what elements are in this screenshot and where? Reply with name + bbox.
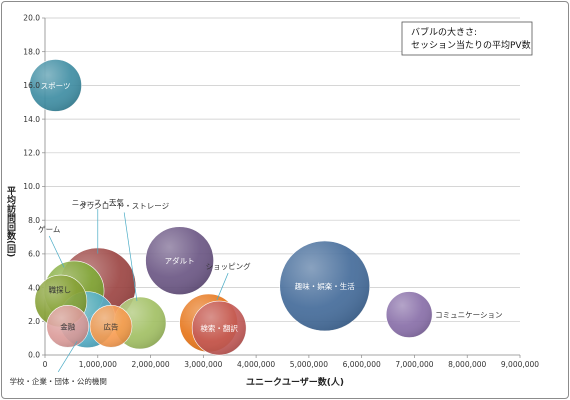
bubble-shine (89, 305, 132, 348)
bubble-label: 金融 (60, 321, 75, 331)
tick-labels: 0.0 2.0 4.0 6.0 8.0 10.0 12.0 14.0 16.0 18.0 20.0 0… (23, 14, 539, 369)
bubble-label: 職探し (49, 284, 71, 294)
x-tick-label: 2,000,000 (131, 360, 169, 369)
bubble-shine (46, 305, 89, 348)
callout-line (57, 341, 78, 373)
y-tick-label: 18.0 (23, 47, 40, 56)
bubble-size-note: バブルの大きさ: セッション当たりの平均PV数 (401, 21, 533, 56)
y-tick-label: 8.0 (28, 216, 40, 225)
bubble-label: スポーツ (41, 81, 71, 90)
x-tick-label: 5,000,000 (290, 360, 328, 369)
y-tick-label: 14.0 (23, 115, 40, 124)
bubble-label: 趣味・娯楽・生活 (295, 281, 355, 291)
note-box (401, 21, 533, 56)
y-tick-label: 20.0 (23, 14, 40, 23)
x-tick-label: 0 (43, 360, 48, 369)
bubble-shine (145, 226, 214, 295)
y-axis-title: 平均訪問回数(回) (5, 186, 16, 257)
x-axis-title: ユニークユーザー数(人) (246, 376, 344, 388)
callout-lines (48, 209, 229, 373)
note-line2: セッション当たりの平均PV数 (411, 39, 531, 51)
y-tick-label: 10.0 (23, 182, 40, 191)
x-tick-label: 8,000,000 (448, 360, 486, 369)
x-tick-label: 1,000,000 (79, 360, 117, 369)
bubble-label: ニュース・天気 (72, 197, 125, 207)
bubble-shine (279, 240, 370, 331)
x-tick-label: 9,000,000 (501, 360, 539, 369)
bubble-label: ゲーム (38, 225, 60, 234)
y-tick-label: 6.0 (28, 250, 40, 259)
bubble-label: コミュニケーション (435, 311, 502, 320)
x-tick-label: 4,000,000 (237, 360, 275, 369)
y-tick-label: 12.0 (23, 149, 40, 158)
bubble-label: ダウンロード・ストレージ (79, 200, 169, 210)
callout-line (216, 272, 229, 300)
x-tick-label: 7,000,000 (395, 360, 433, 369)
bubble-label: 広告 (103, 321, 118, 331)
y-tick-label: 2.0 (28, 317, 40, 326)
x-tick-label: 3,000,000 (184, 360, 222, 369)
note-line1: バブルの大きさ: (411, 26, 477, 38)
y-tick-label: 16.0 (23, 81, 40, 90)
bubble-shine (29, 59, 82, 112)
y-tick-label: 0.0 (28, 351, 40, 360)
y-tick-label: 4.0 (28, 283, 40, 292)
bubble-shine (386, 291, 433, 338)
bubble-shine (192, 301, 247, 356)
callout-line (48, 235, 65, 268)
x-tick-label: 6,000,000 (343, 360, 381, 369)
bubble-label: アダルト (165, 256, 195, 266)
bubble-label: ショッピング (206, 261, 251, 271)
bubble-label: 検索・翻訳 (200, 323, 238, 333)
bubbles (29, 59, 433, 356)
callout-line (123, 212, 138, 302)
bubble-label: 学校・企業・団体・公的機関 (9, 376, 107, 386)
